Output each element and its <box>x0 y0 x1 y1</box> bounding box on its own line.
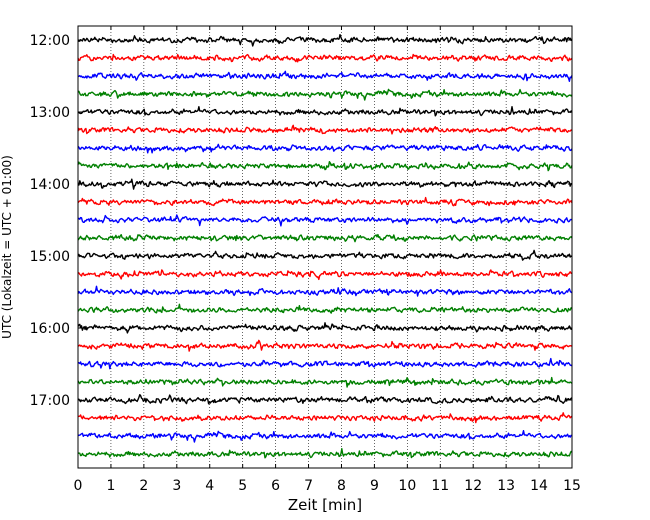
x-axis-label: Zeit [min] <box>288 496 362 514</box>
y-tick-label: 16:00 <box>30 321 70 337</box>
x-tick-label: 2 <box>139 478 148 494</box>
x-tick-label: 10 <box>398 478 416 494</box>
trace-line <box>77 124 573 135</box>
trace-line <box>77 214 573 227</box>
x-tick-label: 15 <box>563 478 581 494</box>
x-tick-label: 9 <box>370 478 379 494</box>
y-tick-label: 12:00 <box>30 33 70 49</box>
trace-line <box>77 233 573 243</box>
trace-line <box>77 339 573 352</box>
trace-line <box>78 249 573 261</box>
x-tick-label: 13 <box>497 478 515 494</box>
trace-group <box>77 34 573 459</box>
trace-line <box>77 34 573 47</box>
y-axis-label: UTC (Lokalzeit = UTC + 01:00) <box>0 155 14 339</box>
trace-line <box>77 88 573 101</box>
plot-frame <box>77 25 573 469</box>
trace-line <box>77 430 573 443</box>
x-tick-label: 3 <box>172 478 181 494</box>
x-tick-label: 4 <box>205 478 214 494</box>
trace-line <box>77 376 573 388</box>
y-tick-label: 15:00 <box>30 249 70 265</box>
trace-line <box>77 412 573 424</box>
plot-background <box>78 26 572 468</box>
y-axis-ticks: 12:00 13:00 14:00 15:00 16:00 17:00 <box>30 33 572 409</box>
trace-line <box>77 196 573 207</box>
y-tick-label: 17:00 <box>30 393 70 409</box>
trace-line <box>77 178 572 190</box>
trace-line <box>77 394 573 405</box>
trace-line <box>77 357 573 370</box>
x-tick-label: 7 <box>304 478 313 494</box>
x-axis-ticks: 0 1 2 3 4 5 6 7 8 9 10 11 12 13 14 15 <box>74 26 581 494</box>
x-tick-label: 5 <box>238 478 247 494</box>
y-tick-label: 14:00 <box>30 177 70 193</box>
trace-line <box>77 70 573 82</box>
trace-line <box>77 269 573 281</box>
x-tick-label: 0 <box>74 478 83 494</box>
trace-line <box>77 448 573 459</box>
y-tick-label: 13:00 <box>30 105 70 121</box>
x-tick-label: 11 <box>431 478 449 494</box>
x-tick-label: 14 <box>530 478 548 494</box>
trace-line <box>77 285 573 297</box>
x-tick-label: 1 <box>106 478 115 494</box>
x-tick-label: 12 <box>464 478 482 494</box>
trace-line <box>77 161 573 172</box>
trace-line <box>77 143 573 154</box>
trace-line <box>77 53 573 63</box>
trace-line <box>77 106 573 117</box>
x-tick-label: 6 <box>271 478 280 494</box>
trace-line <box>77 303 573 314</box>
x-tick-label: 8 <box>337 478 346 494</box>
trace-line <box>77 322 573 334</box>
